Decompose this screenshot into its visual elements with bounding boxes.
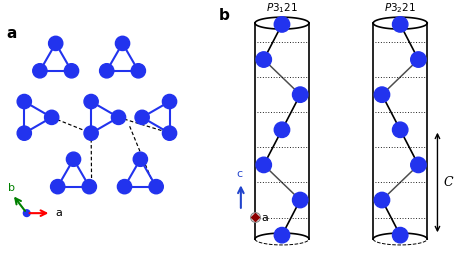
Circle shape [163,126,177,140]
Text: c: c [237,169,243,179]
Circle shape [133,152,147,166]
Circle shape [131,64,146,78]
Circle shape [392,122,408,137]
Circle shape [292,192,308,208]
Circle shape [82,180,97,194]
Circle shape [64,64,79,78]
Circle shape [23,210,30,216]
Circle shape [17,94,31,109]
Circle shape [410,52,426,67]
Circle shape [100,64,114,78]
Circle shape [392,17,408,32]
Circle shape [374,192,390,208]
Text: C: C [444,176,454,189]
Text: $P3_121$: $P3_121$ [266,2,298,15]
Circle shape [48,36,63,51]
Circle shape [135,110,149,124]
Circle shape [256,52,272,67]
Circle shape [84,94,98,109]
Circle shape [149,180,164,194]
Text: $P3_221$: $P3_221$ [384,2,416,15]
Circle shape [118,180,132,194]
Text: a: a [261,214,268,223]
Circle shape [51,180,65,194]
Circle shape [274,227,290,243]
Circle shape [374,87,390,102]
Circle shape [66,152,81,166]
Text: b: b [219,8,230,23]
Text: a: a [7,26,17,41]
Text: b: b [8,183,15,193]
Circle shape [45,110,59,124]
Circle shape [256,157,272,173]
Circle shape [84,126,98,140]
Circle shape [410,157,426,173]
Circle shape [292,87,308,102]
Circle shape [111,110,126,124]
Text: a: a [56,208,63,218]
Circle shape [17,126,31,140]
Circle shape [274,17,290,32]
Circle shape [115,36,130,51]
Circle shape [163,94,177,109]
Circle shape [392,227,408,243]
Circle shape [33,64,47,78]
Circle shape [274,122,290,137]
